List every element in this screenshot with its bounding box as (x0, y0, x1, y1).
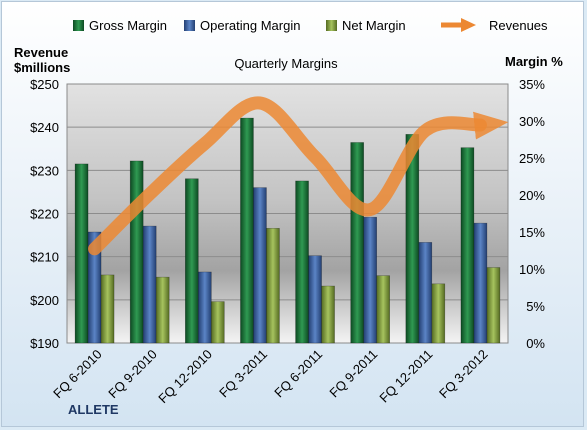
bar-gross-margin (240, 117, 254, 344)
legend-swatch-net-margin (326, 20, 337, 31)
x-tick-label: FQ 3-2011 (216, 347, 270, 401)
bar-gross-margin (295, 180, 309, 344)
bar-gross-margin (405, 134, 420, 344)
bar-net-margin (431, 283, 446, 344)
left-axis-ticks: $190 $200 $210 $220 $230 $240 $250 (30, 77, 59, 351)
bar-operating-margin (308, 255, 322, 344)
legend-label-operating-margin: Operating Margin (200, 18, 300, 33)
revenue-series-line (88, 96, 509, 256)
chart-title: Quarterly Margins (234, 56, 338, 71)
bar-gross-margin (350, 142, 364, 344)
x-tick-label: FQ 12-2010 (155, 347, 215, 407)
revenue-line (88, 96, 509, 256)
bar-operating-margin (253, 187, 267, 344)
bar-net-margin (266, 228, 280, 344)
legend-swatch-gross-margin (73, 20, 84, 31)
x-tick-label: FQ 9-2010 (105, 347, 160, 402)
right-axis-ticks: 0% 5% 10% 15% 20% 25% 30% 35% (519, 77, 545, 351)
bar-operating-margin (418, 242, 433, 344)
bar-gross-margin (460, 147, 475, 344)
bar-operating-margin (198, 271, 212, 344)
bar-net-margin (321, 285, 335, 344)
right-tick-label: 10% (519, 262, 545, 277)
left-tick-label: $220 (30, 207, 59, 222)
left-axis-title-line1: Revenue (14, 45, 68, 60)
bar-operating-margin (142, 225, 157, 344)
left-tick-label: $210 (30, 250, 59, 265)
right-tick-label: 30% (519, 114, 545, 129)
right-tick-label: 15% (519, 225, 545, 240)
bar-operating-margin (473, 222, 488, 344)
legend-label-net-margin: Net Margin (342, 18, 406, 33)
bar-net-margin (155, 276, 170, 344)
left-tick-label: $250 (30, 77, 59, 92)
right-tick-label: 20% (519, 188, 545, 203)
legend-swatch-operating-margin (184, 20, 195, 31)
bar-gross-margin (185, 178, 199, 344)
x-tick-label: FQ 12-2011 (376, 347, 435, 406)
bar-net-margin (486, 267, 501, 344)
x-tick-label: FQ 3-2012 (436, 347, 491, 402)
right-tick-label: 35% (519, 77, 545, 92)
x-tick-label: FQ 6-2010 (50, 347, 105, 402)
bar-net-margin (100, 274, 115, 344)
bar-net-margin (376, 275, 390, 344)
bar-operating-margin (363, 216, 377, 344)
bar-net-margin (211, 301, 225, 344)
right-axis-title: Margin % (505, 54, 563, 69)
bar-gross-margin (74, 163, 89, 344)
left-axis-title-line2: $millions (14, 60, 70, 75)
right-tick-label: 0% (526, 336, 545, 351)
bar-gross-margin (129, 160, 144, 344)
legend: Gross Margin Operating Margin Net Margin… (73, 18, 548, 33)
x-tick-label: FQ 6-2011 (271, 347, 325, 401)
left-tick-label: $190 (30, 336, 59, 351)
company-name: ALLETE (68, 402, 119, 417)
legend-arrow-revenues (461, 18, 476, 32)
right-tick-label: 25% (519, 151, 545, 166)
left-tick-label: $240 (30, 120, 59, 135)
legend-label-gross-margin: Gross Margin (89, 18, 167, 33)
left-tick-label: $230 (30, 163, 59, 178)
x-tick-label: FQ 9-2011 (326, 347, 380, 401)
right-tick-label: 5% (526, 299, 545, 314)
left-tick-label: $200 (30, 293, 59, 308)
legend-label-revenues: Revenues (489, 18, 548, 33)
